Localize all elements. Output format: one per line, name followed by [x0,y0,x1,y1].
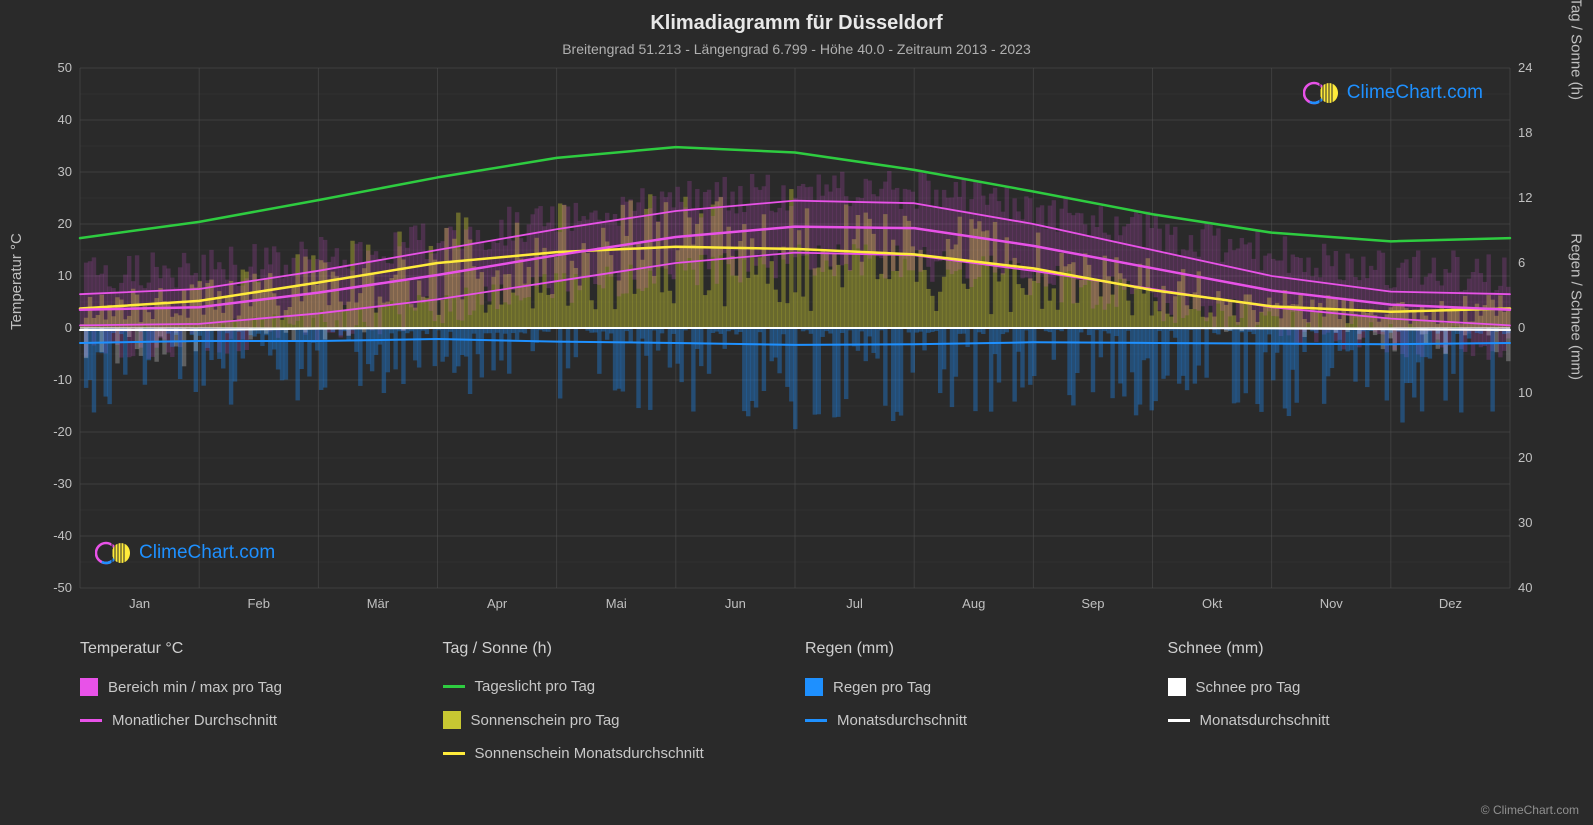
legend-label: Monatsdurchschnitt [837,712,967,729]
legend-line-icon [80,719,102,722]
x-tick-month: Feb [229,596,289,611]
legend-item: Regen pro Tag [805,678,1148,696]
legend-item: Sonnenschein Monatsdurchschnitt [443,745,786,762]
y-tick-right-bottom: 30 [1518,515,1578,530]
y-tick-right-bottom: 20 [1518,450,1578,465]
legend-swatch-icon [805,678,823,696]
legend-header: Tag / Sonne (h) [443,640,786,658]
legend-label: Sonnenschein pro Tag [471,712,620,729]
x-tick-month: Jun [705,596,765,611]
watermark-text: ClimeChart.com [139,542,275,564]
legend-label: Regen pro Tag [833,679,931,696]
legend-label: Sonnenschein Monatsdurchschnitt [475,745,704,762]
legend-item: Bereich min / max pro Tag [80,678,423,696]
legend-line-icon [1168,719,1190,722]
x-tick-month: Apr [467,596,527,611]
legend-line-icon [443,752,465,755]
plot-svg [80,68,1510,588]
climate-chart: Klimadiagramm für Düsseldorf Breitengrad… [0,0,1593,825]
legend-line-icon [443,685,465,688]
x-tick-month: Aug [944,596,1004,611]
x-tick-month: Sep [1063,596,1123,611]
x-tick-month: Mär [348,596,408,611]
legend-item: Monatsdurchschnitt [1168,712,1511,729]
legend-item: Monatsdurchschnitt [805,712,1148,729]
legend-label: Schnee pro Tag [1196,679,1301,696]
logo-icon [95,540,133,566]
y-tick-left: -30 [12,476,72,491]
y-tick-left: 0 [12,320,72,335]
watermark-text: ClimeChart.com [1347,82,1483,104]
x-tick-month: Nov [1301,596,1361,611]
y-tick-right-top: 18 [1518,125,1578,140]
watermark-bottom: ClimeChart.com [95,540,275,566]
y-tick-right-top: 6 [1518,255,1578,270]
legend: Temperatur °C Bereich min / max pro Tag M… [80,640,1510,762]
y-tick-right-bottom: 40 [1518,580,1578,595]
x-tick-month: Mai [586,596,646,611]
copyright-text: © ClimeChart.com [1481,803,1579,817]
legend-col-sun: Tag / Sonne (h) Tageslicht pro Tag Sonnen… [443,640,786,762]
legend-item: Sonnenschein pro Tag [443,711,786,729]
legend-line-icon [805,719,827,722]
watermark-top: ClimeChart.com [1303,80,1483,106]
y-axis-right-label-top: Tag / Sonne (h) [1568,0,1585,100]
y-tick-left: -20 [12,424,72,439]
legend-label: Tageslicht pro Tag [475,678,596,695]
y-tick-left: 50 [12,60,72,75]
y-tick-right-top: 12 [1518,190,1578,205]
y-tick-left: -50 [12,580,72,595]
y-tick-left: 20 [12,216,72,231]
legend-item: Tageslicht pro Tag [443,678,786,695]
chart-title: Klimadiagramm für Düsseldorf [0,0,1593,35]
y-tick-left: 40 [12,112,72,127]
y-tick-left: -40 [12,528,72,543]
x-tick-month: Okt [1182,596,1242,611]
y-tick-right-bottom: 10 [1518,385,1578,400]
legend-col-snow: Schnee (mm) Schnee pro Tag Monatsdurchsch… [1168,640,1511,762]
x-tick-month: Jan [110,596,170,611]
y-tick-left: 10 [12,268,72,283]
legend-label: Bereich min / max pro Tag [108,679,282,696]
x-tick-month: Jul [825,596,885,611]
y-tick-right-top: 24 [1518,60,1578,75]
y-tick-right-top: 0 [1518,320,1578,335]
legend-header: Schnee (mm) [1168,640,1511,658]
plot-area: -50-40-30-20-100102030405006121824102030… [80,68,1510,588]
legend-swatch-icon [443,711,461,729]
x-tick-month: Dez [1420,596,1480,611]
y-tick-left: -10 [12,372,72,387]
legend-header: Regen (mm) [805,640,1148,658]
legend-col-temp: Temperatur °C Bereich min / max pro Tag M… [80,640,423,762]
legend-label: Monatlicher Durchschnitt [112,712,277,729]
legend-item: Schnee pro Tag [1168,678,1511,696]
legend-item: Monatlicher Durchschnitt [80,712,423,729]
legend-label: Monatsdurchschnitt [1200,712,1330,729]
y-tick-left: 30 [12,164,72,179]
legend-col-rain: Regen (mm) Regen pro Tag Monatsdurchschni… [805,640,1148,762]
logo-icon [1303,80,1341,106]
legend-header: Temperatur °C [80,640,423,658]
legend-swatch-icon [1168,678,1186,696]
chart-subtitle: Breitengrad 51.213 - Längengrad 6.799 - … [0,35,1593,57]
legend-swatch-icon [80,678,98,696]
